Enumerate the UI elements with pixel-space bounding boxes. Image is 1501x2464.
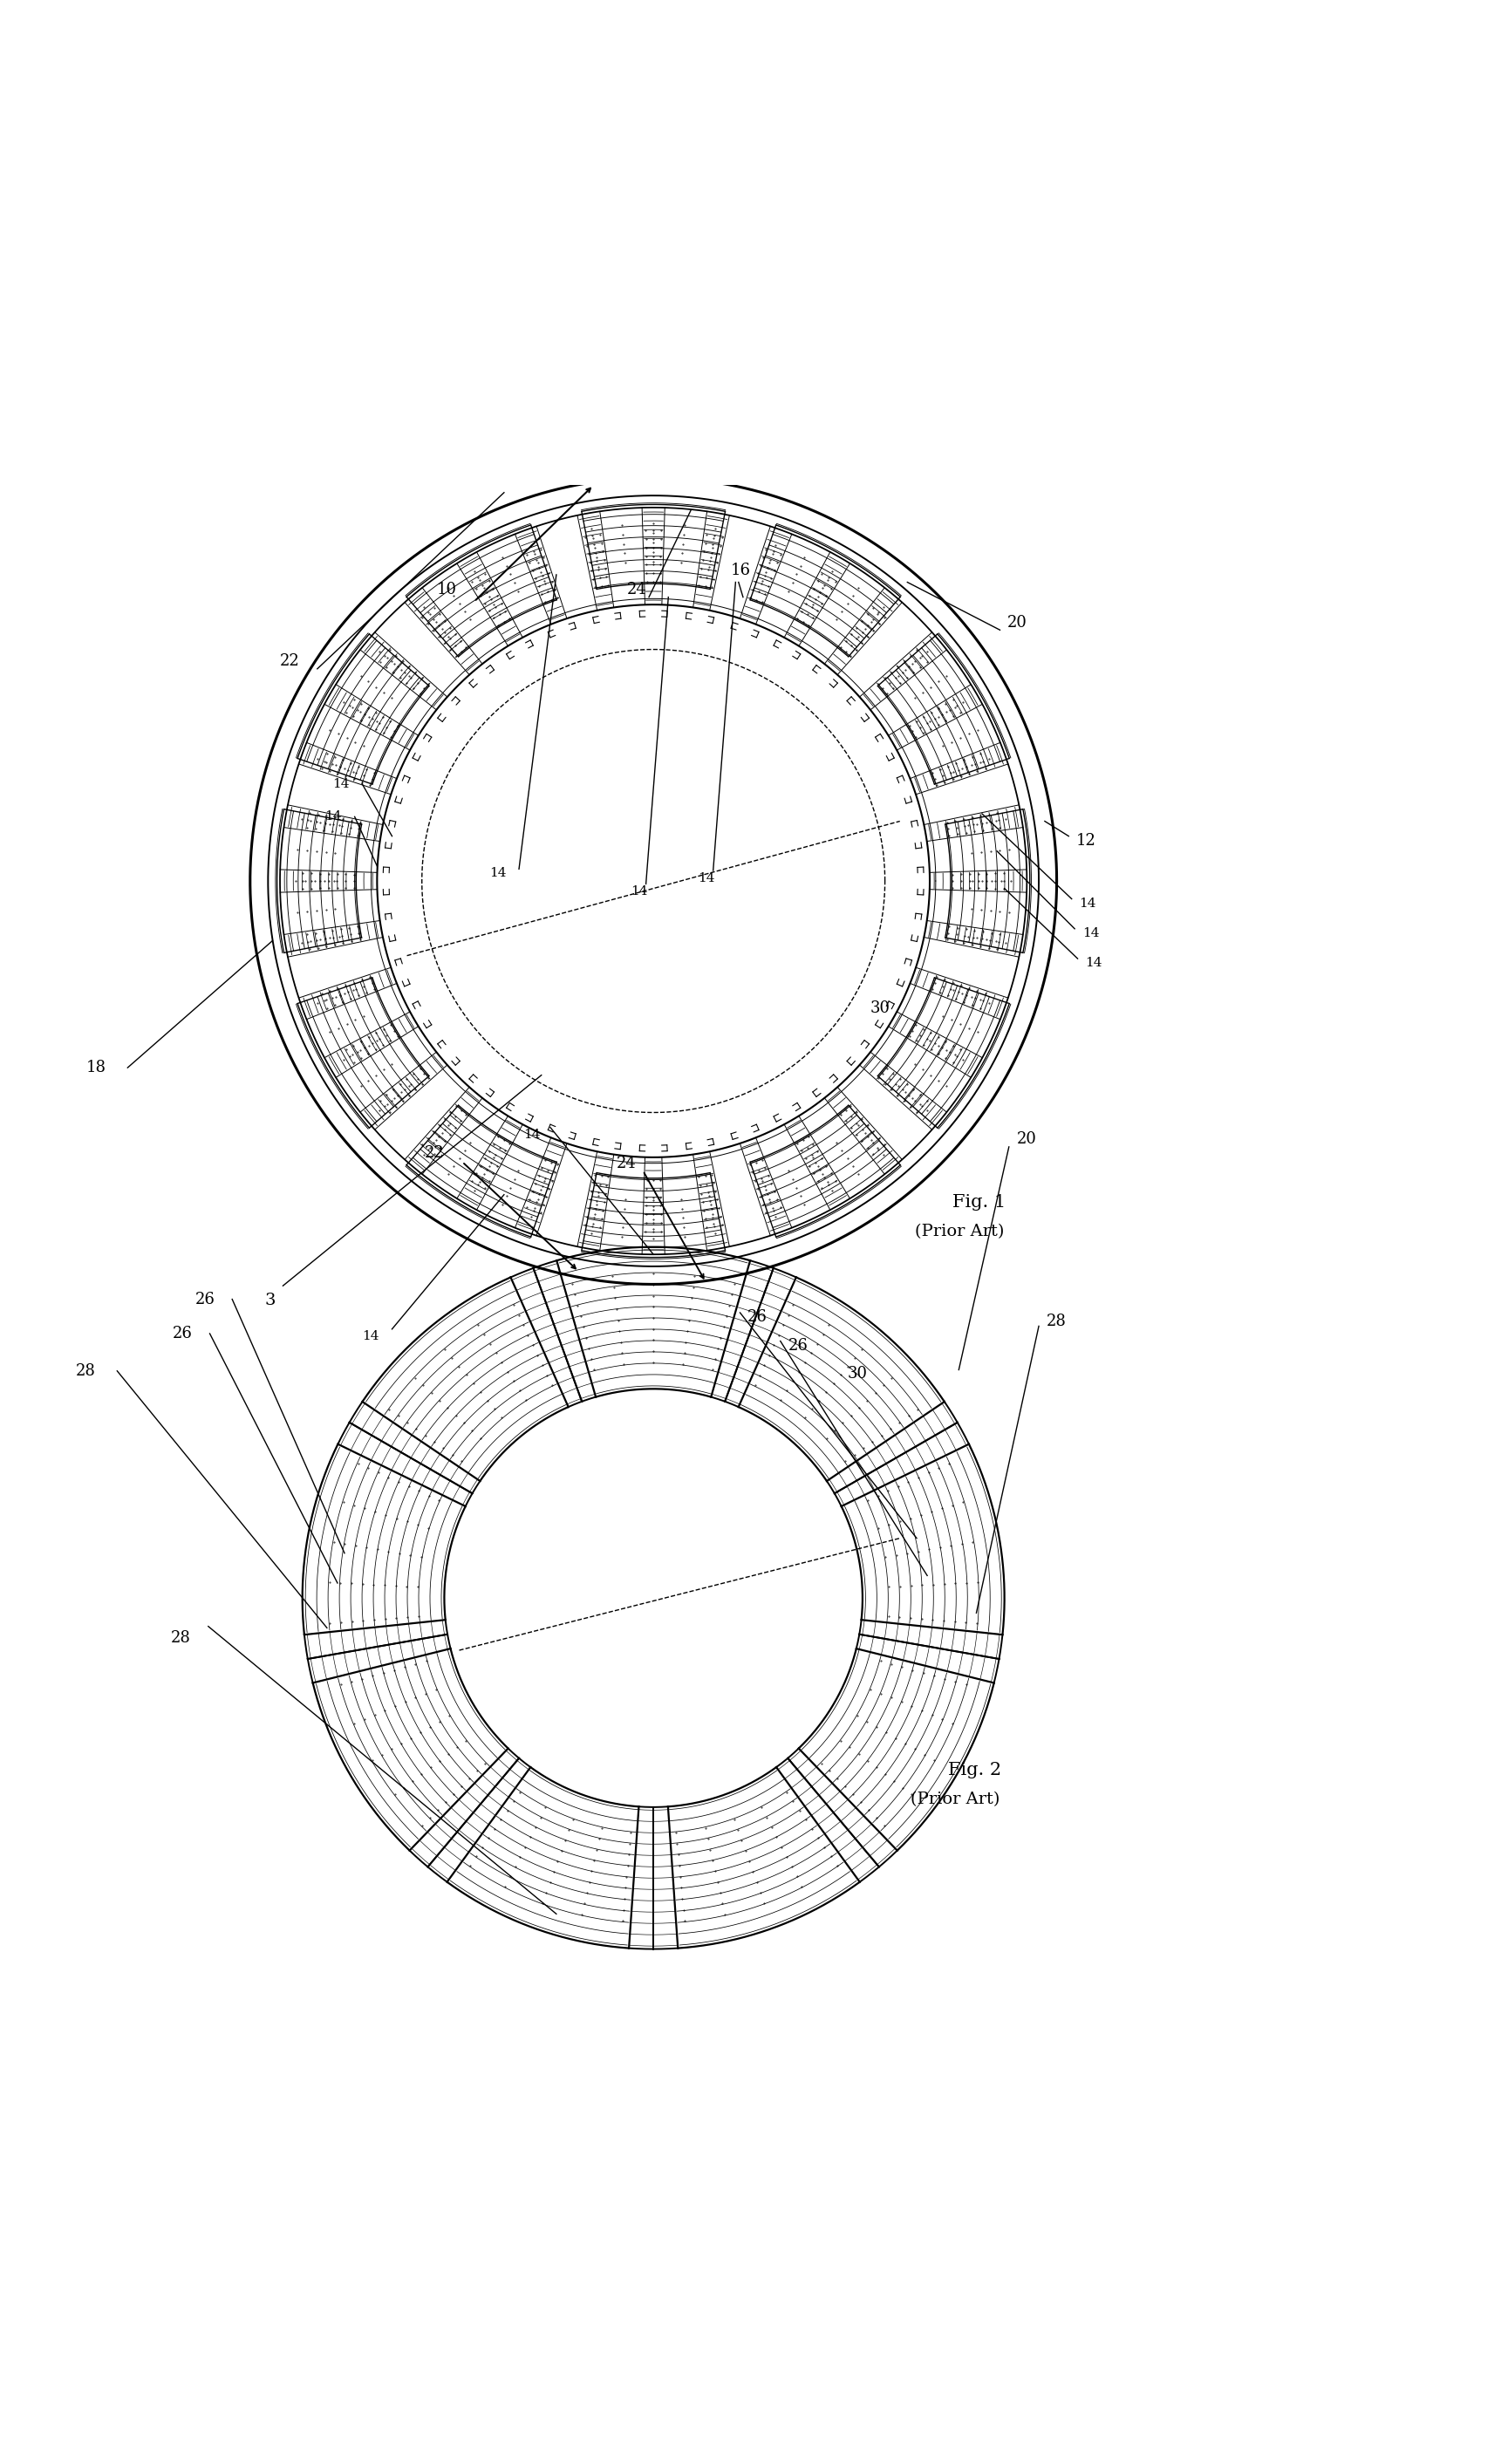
Text: 20: 20	[1016, 1131, 1036, 1148]
Text: (Prior Art): (Prior Art)	[910, 1791, 1000, 1809]
Text: (Prior Art): (Prior Art)	[914, 1225, 1004, 1239]
Text: 24: 24	[626, 582, 647, 596]
Text: 28: 28	[171, 1631, 191, 1646]
Text: 26: 26	[173, 1326, 192, 1340]
Text: 24: 24	[615, 1156, 636, 1170]
Text: 14: 14	[524, 1129, 540, 1141]
Text: 22: 22	[281, 653, 300, 670]
Text: 10: 10	[437, 582, 456, 596]
Text: Fig. 1: Fig. 1	[952, 1195, 1006, 1210]
Text: 14: 14	[1082, 926, 1099, 939]
Text: 30: 30	[871, 1000, 890, 1015]
Text: 26: 26	[747, 1308, 767, 1326]
Text: 14: 14	[489, 867, 506, 880]
Text: 14: 14	[332, 779, 350, 791]
Text: 14: 14	[698, 872, 716, 885]
Text: 14: 14	[324, 811, 342, 823]
Text: 20: 20	[1007, 614, 1027, 631]
Text: 28: 28	[75, 1363, 95, 1380]
Text: 14: 14	[362, 1331, 380, 1343]
Text: 22: 22	[425, 1146, 444, 1161]
Text: 14: 14	[1085, 956, 1102, 968]
Text: 28: 28	[1046, 1313, 1066, 1331]
Text: Fig. 2: Fig. 2	[947, 1762, 1001, 1779]
Text: 14: 14	[630, 885, 648, 897]
Text: 26: 26	[195, 1291, 215, 1306]
Text: 18: 18	[86, 1060, 107, 1074]
Text: 30: 30	[848, 1365, 868, 1382]
Text: 12: 12	[1076, 833, 1096, 848]
Text: 14: 14	[1079, 897, 1096, 909]
Text: 3: 3	[266, 1294, 276, 1308]
Text: 26: 26	[788, 1338, 808, 1353]
Text: 16: 16	[731, 562, 750, 579]
